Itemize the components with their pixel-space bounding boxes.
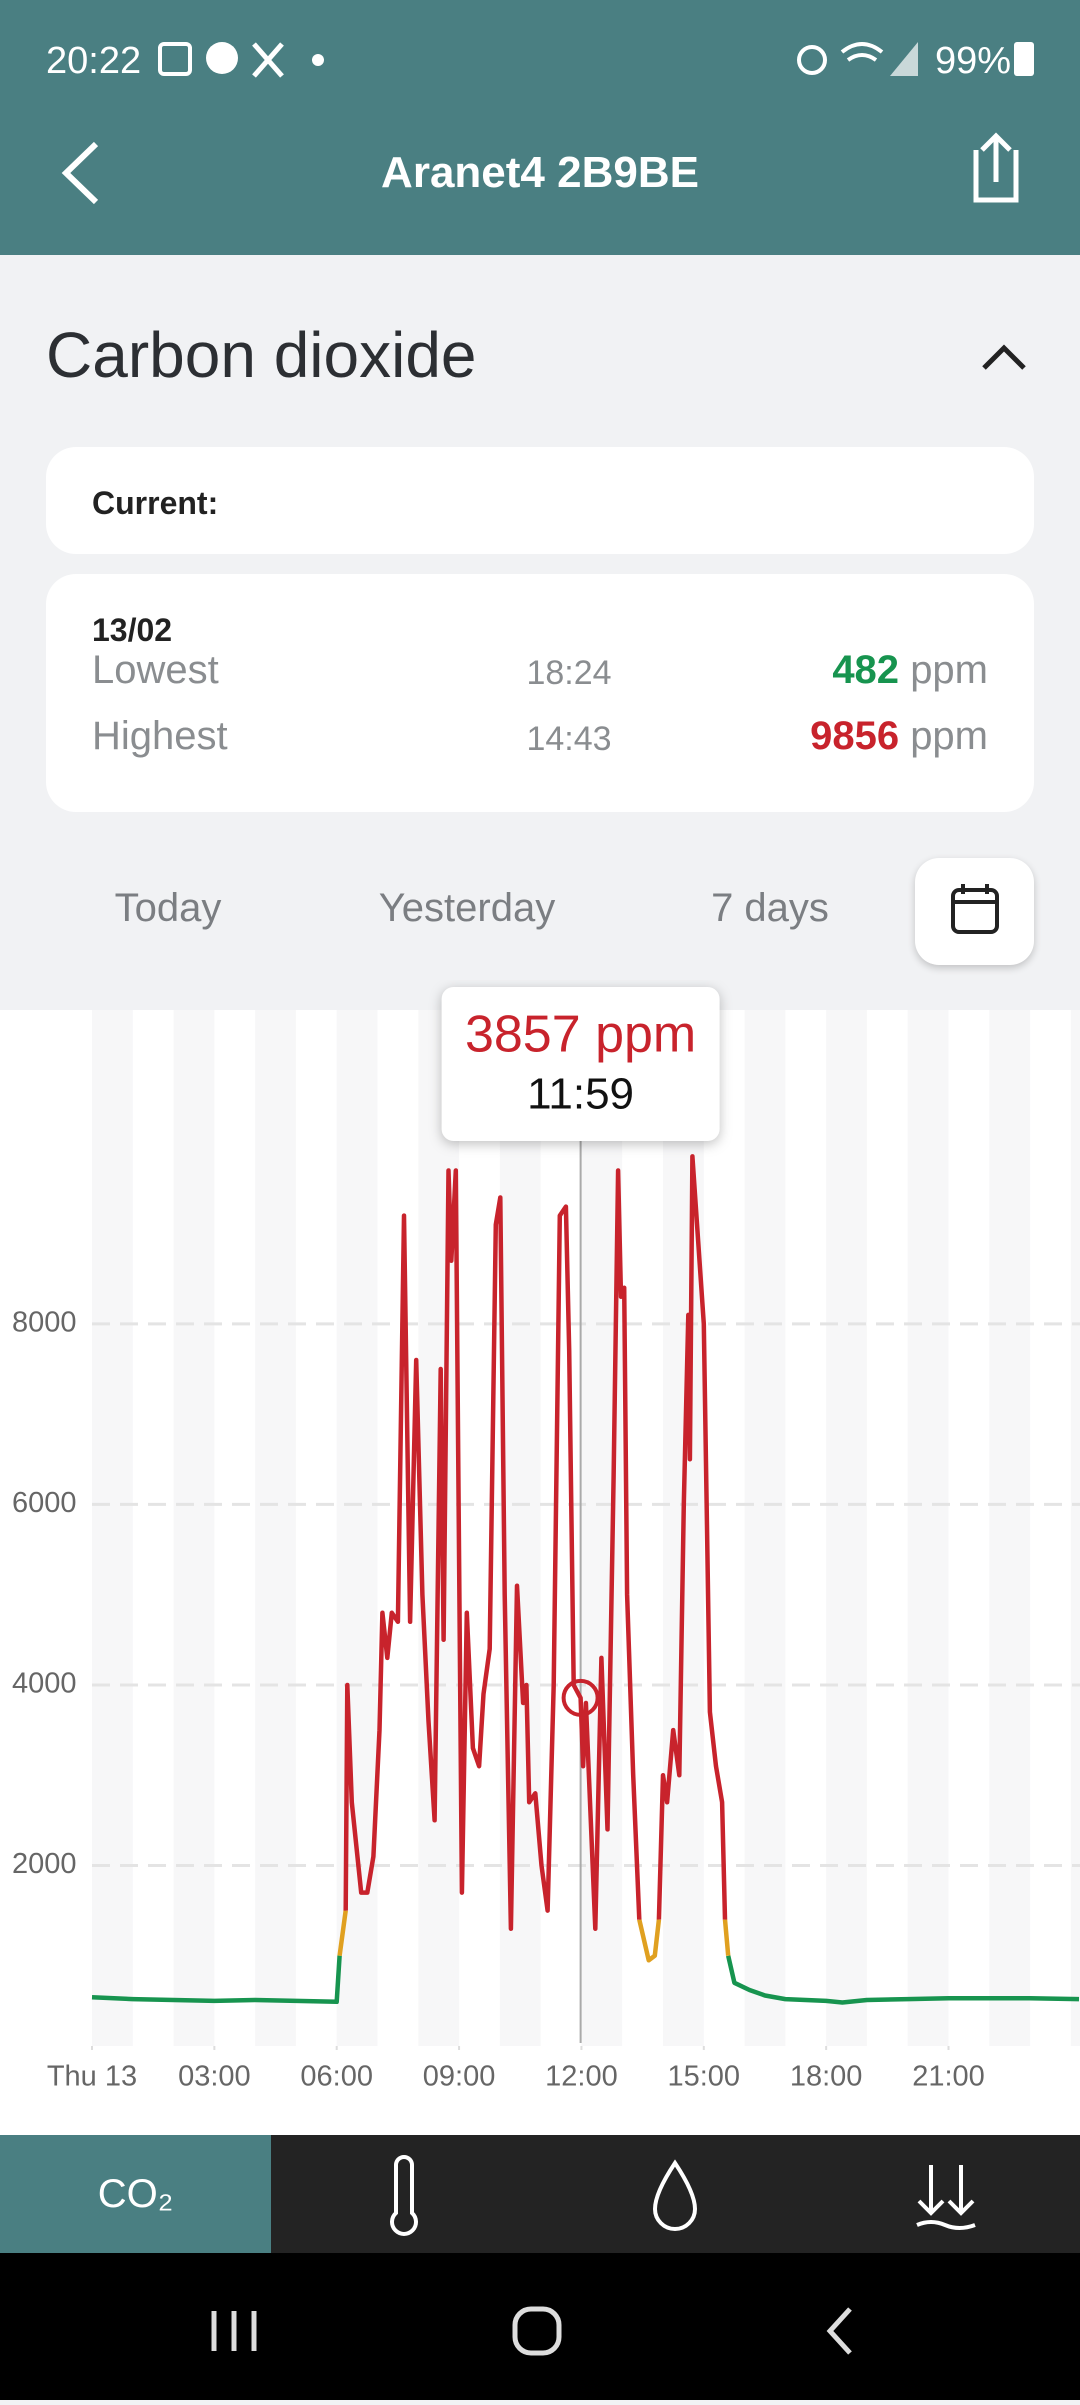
summary-card: 13/02 Lowest 18:24 482 ppm Highest 14:43 9856… — [46, 574, 1034, 812]
co2-line — [91, 1955, 1080, 2005]
current-card: Current: — [46, 447, 1034, 554]
calendar-icon — [951, 884, 999, 934]
gallery-icon — [158, 42, 192, 76]
co2-line — [343, 1154, 728, 1931]
status-battery: 99% — [935, 40, 1012, 82]
system-back-button[interactable] — [826, 2307, 852, 2355]
row-time: 14:43 — [526, 720, 612, 758]
y-tick-label: 4000 — [12, 1668, 77, 1700]
current-label: Current: — [92, 485, 219, 521]
row-label: Highest — [92, 714, 228, 758]
humidity-tab[interactable] — [652, 2159, 698, 2231]
y-tick-label: 8000 — [12, 1307, 77, 1339]
hour-stripe — [744, 1010, 786, 2046]
recents-button[interactable] — [211, 2311, 257, 2351]
back-button[interactable] — [61, 141, 99, 205]
hour-stripe — [907, 1010, 949, 2046]
x-tick-label: 09:00 — [423, 2061, 496, 2093]
y-tick-label: 6000 — [12, 1487, 77, 1519]
tooltip-marker — [561, 1678, 600, 1717]
battery-icon — [1014, 42, 1034, 76]
status-time: 20:22 — [46, 40, 142, 82]
share-button[interactable] — [973, 132, 1019, 203]
row-value-group: 482 ppm — [832, 648, 988, 693]
alarm-icon — [797, 45, 827, 75]
row-value: 9856 — [810, 714, 900, 758]
calendar-button[interactable] — [915, 858, 1034, 965]
row-value: 482 — [832, 648, 900, 692]
hour-stripe — [173, 1010, 215, 2046]
hour-stripe — [499, 1010, 541, 2046]
x-tick-label: 18:00 — [790, 2061, 863, 2093]
hour-stripe — [1070, 1010, 1080, 2046]
tooltip-box — [441, 987, 720, 1141]
section-title: Carbon dioxide — [46, 319, 477, 391]
hour-stripe — [581, 1010, 623, 2046]
dot-icon — [312, 54, 324, 66]
hour-stripe — [989, 1010, 1031, 2046]
range-tab[interactable]: 7 days — [711, 886, 829, 930]
co2-line — [337, 1910, 731, 1963]
row-unit: ppm — [910, 648, 988, 692]
range-tab[interactable]: Today — [114, 886, 222, 930]
pressure-tab[interactable] — [916, 2165, 976, 2230]
x-icon — [252, 42, 284, 78]
chart: 2000 4000 6000 8000 Thu 13 03:00 06:00 09:00 12:… — [0, 987, 1080, 2135]
tooltip-value: 3857 ppm — [465, 1006, 696, 1064]
co2-tab[interactable]: CO₂ — [0, 2135, 271, 2253]
x-tick-label: 15:00 — [667, 2061, 740, 2093]
row-label: Lowest — [92, 648, 219, 692]
header-title: Aranet4 2B9BE — [381, 148, 699, 197]
x-tick-label: Thu 13 — [47, 2061, 137, 2093]
hour-stripe — [826, 1010, 867, 2046]
collapse-chevron[interactable] — [982, 344, 1026, 370]
row-time: 18:24 — [526, 654, 612, 692]
x-tick-label: 03:00 — [178, 2061, 251, 2093]
hour-stripe — [336, 1010, 378, 2046]
row-unit: ppm — [910, 714, 988, 758]
y-tick-label: 2000 — [12, 1848, 77, 1880]
system-nav — [0, 2253, 1080, 2400]
nav-icons — [390, 2155, 976, 2236]
hour-stripe — [92, 1010, 133, 2046]
summary-date: 13/02 — [92, 612, 173, 648]
x-tick-label: 12:00 — [545, 2061, 618, 2093]
system-nav-icons — [211, 2306, 852, 2356]
hour-stripe — [255, 1010, 296, 2046]
tooltip-time: 11:59 — [527, 1070, 634, 1119]
temperature-tab[interactable] — [390, 2155, 418, 2236]
home-button[interactable] — [512, 2306, 562, 2356]
x-tick-label: 21:00 — [912, 2061, 985, 2093]
signal-icon — [890, 42, 918, 76]
wifi-icon — [840, 42, 884, 62]
x-tick-label: 06:00 — [300, 2061, 373, 2093]
header-icons — [61, 42, 1034, 205]
chevron — [982, 344, 1026, 370]
range-tab[interactable]: Yesterday — [378, 886, 556, 930]
row-value-group: 9856 ppm — [810, 714, 988, 759]
bottom-nav: CO₂ — [0, 2135, 1080, 2253]
snapchat-icon — [206, 42, 238, 74]
